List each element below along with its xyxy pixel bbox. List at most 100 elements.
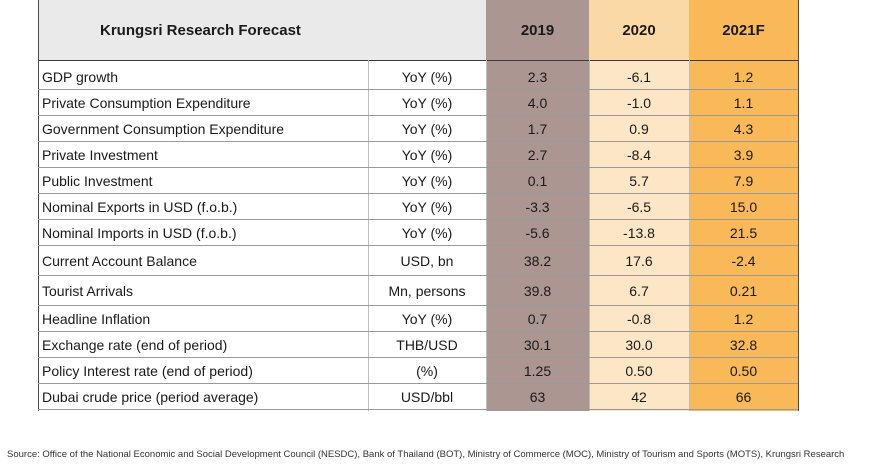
value-2020: 5.7 bbox=[629, 173, 649, 189]
row-unit: (%) bbox=[416, 363, 438, 379]
row-unit: YoY (%) bbox=[401, 311, 453, 327]
row-divider bbox=[38, 141, 798, 142]
row-label: Current Account Balance bbox=[42, 253, 197, 269]
value-2020: -8.4 bbox=[626, 147, 652, 163]
row-unit: THB/USD bbox=[396, 337, 458, 353]
value-2021: 0.21 bbox=[729, 283, 758, 299]
value-2019: 30.1 bbox=[523, 337, 552, 353]
row-divider bbox=[38, 409, 798, 410]
row-divider bbox=[38, 275, 798, 276]
value-2019: -5.6 bbox=[525, 225, 550, 241]
row-label: Tourist Arrivals bbox=[42, 283, 134, 299]
table-row: Dubai crude price (period average) USD/bb… bbox=[38, 384, 798, 410]
row-label: Nominal Imports in USD (f.o.b.) bbox=[42, 225, 237, 241]
row-label: Headline Inflation bbox=[42, 311, 151, 327]
row-divider bbox=[38, 245, 798, 246]
row-unit: YoY (%) bbox=[401, 69, 453, 85]
value-2020: 17.6 bbox=[625, 253, 653, 269]
value-2021: 1.2 bbox=[733, 69, 754, 85]
value-2019: 0.1 bbox=[527, 173, 548, 189]
row-label: Public Investment bbox=[42, 173, 153, 189]
table-row: Exchange rate (end of period) THB/USD 30.1… bbox=[38, 332, 798, 358]
value-2019: 2.7 bbox=[527, 147, 548, 163]
value-2021: 1.2 bbox=[733, 311, 754, 327]
value-2021: 21.5 bbox=[729, 225, 758, 241]
value-2021: 32.8 bbox=[729, 337, 758, 353]
row-divider bbox=[38, 357, 798, 358]
table-row: Private Consumption Expenditure YoY (%) 4.… bbox=[38, 90, 798, 116]
row-unit: YoY (%) bbox=[401, 121, 453, 137]
row-unit: Mn, persons bbox=[388, 283, 466, 299]
forecast-table: Krungsri Research Forecast 2019 2020 202… bbox=[38, 0, 799, 411]
value-2021: 1.1 bbox=[733, 95, 754, 111]
column-2020-header-background bbox=[589, 0, 689, 60]
value-2020: -1.0 bbox=[626, 95, 652, 111]
row-label: GDP growth bbox=[42, 69, 118, 85]
row-divider bbox=[38, 167, 798, 168]
row-label: Government Consumption Expenditure bbox=[42, 121, 285, 137]
row-divider bbox=[38, 331, 798, 332]
header-background bbox=[38, 0, 486, 60]
column-header-2021: 2021F bbox=[722, 21, 765, 39]
value-2019: 38.2 bbox=[523, 253, 552, 269]
row-divider bbox=[38, 383, 798, 384]
source-note: Source: Office of the National Economic … bbox=[7, 449, 845, 460]
column-2021-divider bbox=[689, 60, 690, 411]
value-2021: 15.0 bbox=[729, 199, 758, 215]
value-2020: -13.8 bbox=[623, 225, 655, 241]
row-unit: YoY (%) bbox=[401, 95, 453, 111]
row-divider bbox=[38, 219, 798, 220]
value-2019: 39.8 bbox=[523, 283, 552, 299]
row-unit: YoY (%) bbox=[401, 147, 453, 163]
header-divider bbox=[38, 60, 798, 61]
value-2019: 1.25 bbox=[523, 363, 552, 379]
value-2020: -0.8 bbox=[626, 311, 652, 327]
value-2021: 0.50 bbox=[729, 363, 758, 379]
value-2019: -3.3 bbox=[525, 199, 550, 215]
row-unit: YoY (%) bbox=[401, 225, 453, 241]
table-right-border bbox=[798, 0, 799, 411]
value-2021: -2.4 bbox=[731, 253, 756, 269]
table-row: Government Consumption Expenditure YoY (%… bbox=[38, 116, 798, 142]
value-2020: 6.7 bbox=[629, 283, 649, 299]
row-unit: USD, bn bbox=[400, 253, 454, 269]
value-2019: 2.3 bbox=[527, 69, 548, 85]
table-row: Private Investment YoY (%) 2.7 -8.4 3.9 bbox=[38, 142, 798, 168]
row-divider bbox=[38, 115, 798, 116]
value-2020: 30.0 bbox=[625, 337, 653, 353]
row-label: Private Consumption Expenditure bbox=[42, 95, 251, 111]
column-2020-background bbox=[589, 0, 689, 411]
value-2019: 1.7 bbox=[527, 121, 548, 137]
unit-column-divider bbox=[368, 60, 369, 411]
value-2021: 4.3 bbox=[733, 121, 754, 137]
row-label: Policy Interest rate (end of period) bbox=[42, 363, 253, 379]
value-2020: 0.9 bbox=[629, 121, 649, 137]
table-left-border bbox=[38, 0, 39, 411]
table-row: Policy Interest rate (end of period) (%) 1… bbox=[38, 358, 798, 384]
table-row: GDP growth YoY (%) 2.3 -6.1 1.2 bbox=[38, 64, 798, 90]
table-row: Nominal Imports in USD (f.o.b.) YoY (%) -5… bbox=[38, 220, 798, 246]
value-2019: 0.7 bbox=[527, 311, 548, 327]
row-divider bbox=[38, 89, 798, 90]
table-body: GDP growth YoY (%) 2.3 -6.1 1.2 Private Consu… bbox=[38, 64, 798, 410]
value-2019: 4.0 bbox=[527, 95, 548, 111]
column-2021-background bbox=[689, 0, 798, 411]
row-label: Dubai crude price (period average) bbox=[42, 389, 259, 405]
row-unit: YoY (%) bbox=[401, 173, 453, 189]
value-2021: 7.9 bbox=[733, 173, 754, 189]
table-row: Nominal Exports in USD (f.o.b.) YoY (%) -3… bbox=[38, 194, 798, 220]
value-2020: -6.1 bbox=[626, 69, 652, 85]
row-divider bbox=[38, 305, 798, 306]
table-title: Krungsri Research Forecast bbox=[100, 21, 301, 39]
row-divider bbox=[38, 193, 798, 194]
value-2019: 63 bbox=[529, 389, 546, 405]
table-row: Headline Inflation YoY (%) 0.7 -0.8 1.2 bbox=[38, 306, 798, 332]
row-label: Nominal Exports in USD (f.o.b.) bbox=[42, 199, 238, 215]
table-row: Tourist Arrivals Mn, persons 39.8 6.7 0.21 bbox=[38, 276, 798, 306]
value-2020: 0.50 bbox=[625, 363, 653, 379]
row-label: Exchange rate (end of period) bbox=[42, 337, 228, 353]
column-2019-background bbox=[486, 0, 589, 411]
value-2020: 42 bbox=[631, 389, 647, 405]
table-row: Current Account Balance USD, bn 38.2 17.6 -2… bbox=[38, 246, 798, 276]
column-2019-divider bbox=[486, 60, 487, 411]
